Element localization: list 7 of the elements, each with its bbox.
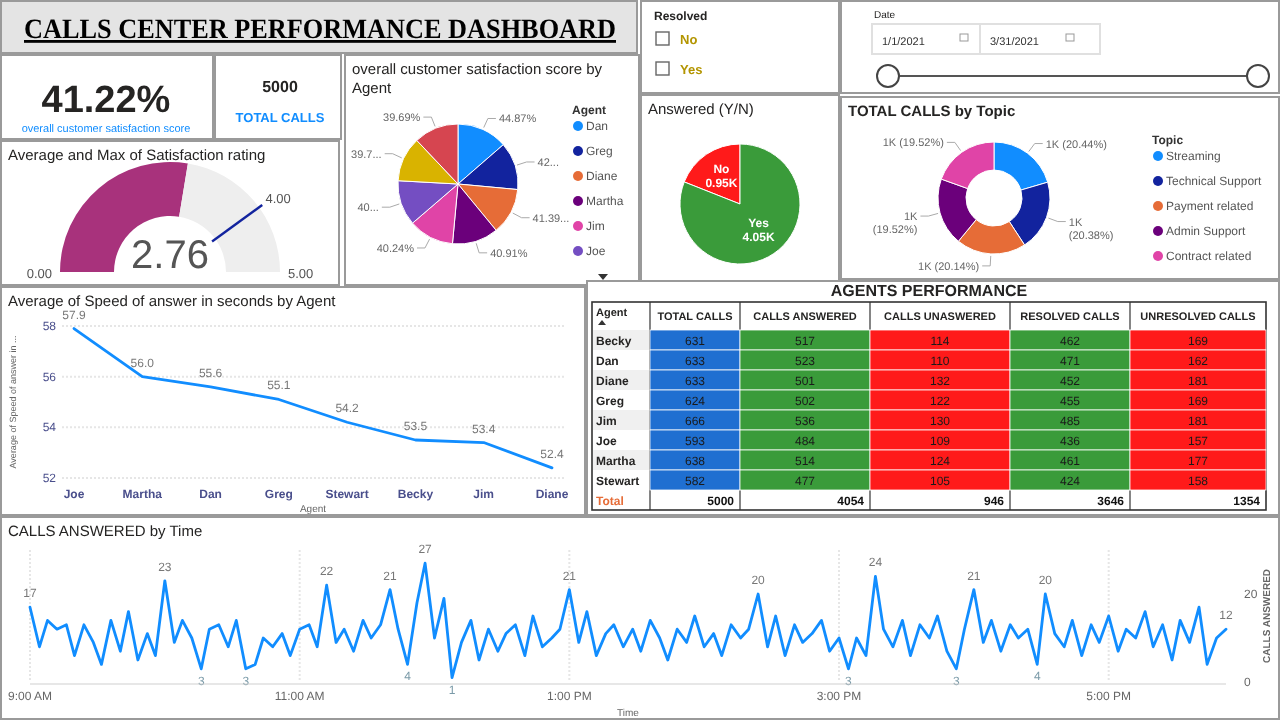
text: 5000 <box>262 78 299 96</box>
pie-slice <box>679 143 801 265</box>
text: CALLS CENTER PERFORMANCE DASHBOARD <box>24 16 655 46</box>
data-label: 2.76 <box>131 234 209 278</box>
chart-title: AGENTS PERFORMANCE <box>830 282 1029 300</box>
line-series <box>28 561 1228 679</box>
text: 41.22% <box>41 80 171 122</box>
